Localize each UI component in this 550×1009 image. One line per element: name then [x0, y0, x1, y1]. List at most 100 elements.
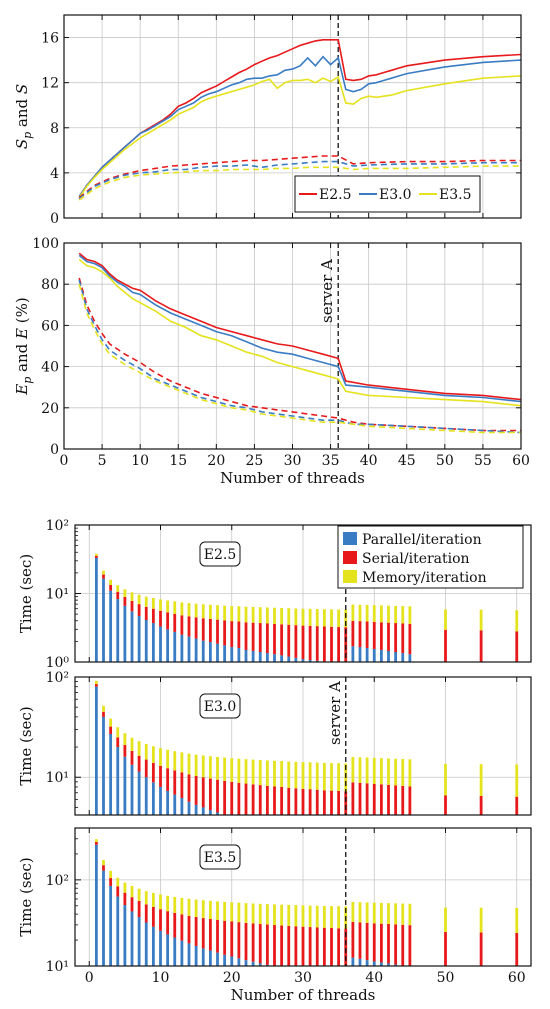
bar-chart-3-bar-segment	[173, 751, 177, 771]
bar-chart-2-bar-segment	[358, 604, 362, 622]
bar-chart-2-bar-segment	[151, 623, 155, 662]
bar-chart-3-bar-segment	[123, 744, 127, 757]
bar-chart-4-bar-segment	[159, 930, 162, 966]
bar-chart-4-bar-segment	[137, 917, 141, 966]
bar-chart-4-bar-segment	[258, 903, 262, 925]
bar-chart-3-bar-segment	[401, 785, 405, 815]
bar-chart-4-bar-segment	[173, 896, 177, 913]
bar-chart-2-bar-segment	[394, 623, 398, 652]
line-chart-0-legend-label: E3.5	[439, 187, 471, 203]
bar-chart-2-bar-segment	[194, 638, 198, 662]
bar-chart-3-bar-segment	[372, 757, 376, 784]
bar-chart-3-bar-segment	[123, 756, 127, 815]
bar-chart-2-bar-segment	[308, 608, 312, 626]
bar-chart-3-bar-segment	[116, 737, 120, 748]
bar-chart-2-bar-segment	[194, 603, 198, 618]
bar-chart-4-bar-segment	[201, 900, 205, 919]
bar-chart-2-bar-segment	[159, 599, 162, 611]
bar-chart-2-legend-swatch	[343, 551, 357, 564]
line-chart-1-xtick-label: 40	[360, 453, 378, 469]
bar-chart-4-bar-segment	[151, 926, 155, 966]
bar-chart-3-bar-segment	[344, 791, 348, 815]
bar-chart-3-bar-segment	[223, 757, 227, 781]
bar-chart-2-bar-segment	[280, 624, 284, 656]
bar-chart-4-bar-segment	[365, 902, 369, 923]
bar-chart-2-bar-segment	[322, 609, 326, 627]
bar-chart-2-bar-segment	[159, 626, 162, 662]
bar-chart-3-bar-segment	[365, 757, 369, 784]
bar-chart-3-bar-segment	[166, 768, 170, 791]
bar-chart-2-bar-segment	[144, 620, 148, 662]
bar-chart-3-bar-segment	[144, 743, 148, 760]
bar-chart-2-bar-segment	[208, 618, 212, 643]
bar-chart-4-ylabel: Time (sec)	[17, 857, 35, 936]
bar-chart-3-bar-segment	[387, 784, 390, 815]
bar-chart-2-bar-segment	[137, 594, 141, 605]
bar-chart-4-bar-segment	[223, 901, 227, 921]
bar-chart-4-bar-segment	[159, 909, 162, 931]
bar-chart-3-bar-segment	[151, 782, 155, 815]
bar-chart-4-bar-segment	[151, 906, 155, 927]
bar-chart-2-bar-segment	[322, 626, 326, 662]
bar-chart-2-bar-segment	[301, 608, 305, 626]
bar-chart-2-bar-segment	[394, 651, 398, 662]
bar-chart-2-bar-segment	[358, 647, 362, 662]
bar-chart-3-bar-segment	[137, 755, 141, 772]
bar-chart-4-bar-segment	[444, 932, 447, 966]
bar-chart-4-bar-segment	[515, 932, 519, 966]
bar-chart-4-bar-segment	[237, 958, 241, 966]
line-chart-0-ytick-label: 12	[41, 76, 59, 92]
bar-chart-3-bar-segment	[194, 804, 198, 815]
bar-chart-4-bar-segment	[394, 903, 398, 925]
bar-chart-4-xtick-label: 20	[223, 970, 241, 986]
bar-chart-3-frame	[74, 676, 532, 816]
bar-chart-2-bar-segment	[273, 607, 276, 624]
bar-chart-2-bar-segment	[287, 624, 291, 657]
bar-chart-4-bar-segment	[137, 900, 141, 918]
bar-chart-4-bar-segment	[372, 902, 376, 924]
line-chart-1-series	[78, 277, 521, 432]
bar-chart-2-bar-segment	[180, 634, 184, 662]
bar-chart-2-bar-segment	[166, 612, 170, 630]
bar-chart-4-bar-segment	[173, 912, 177, 938]
bar-chart-2-bar-segment	[159, 610, 162, 627]
bar-chart-4-xtick-label: 10	[152, 970, 170, 986]
bar-chart-4-bar-segment	[216, 919, 219, 953]
bar-chart-4-bar-segment	[94, 839, 98, 843]
bar-chart-2-bar-segment	[479, 609, 483, 631]
bar-chart-3-bar-segment	[109, 726, 113, 734]
bar-chart-2-bar-segment	[280, 607, 284, 625]
bar-chart-2-bar-segment	[315, 626, 319, 661]
bar-chart-2-bar-segment	[365, 648, 369, 662]
bar-chart-3-bar-segment	[187, 801, 191, 815]
bar-chart-4-bar-segment	[123, 892, 127, 906]
bar-chart-4-xlabel: Number of threads	[231, 986, 376, 1004]
bar-chart-2-bar-segment	[173, 613, 177, 632]
bar-chart-3-bar-segment	[116, 727, 120, 738]
line-chart-1-annotation: server A	[318, 259, 336, 323]
bar-chart-4-bar-segment	[94, 844, 98, 966]
bar-chart-3-bar-segment	[315, 789, 319, 815]
bar-chart-4-label: E3.5	[204, 850, 236, 866]
bar-chart-3-bar-segment	[94, 686, 98, 815]
bar-chart-2-bar-segment	[515, 631, 519, 662]
line-chart-1-xtick-label: 30	[284, 453, 302, 469]
bar-chart-3-bar-segment	[387, 758, 390, 785]
bar-chart-3-bar-segment	[187, 753, 191, 775]
line-chart-1-xtick-label: 60	[512, 453, 530, 469]
bar-chart-4-bar-segment	[287, 925, 291, 966]
bar-chart-2-bar-segment	[294, 625, 298, 658]
line-chart-1-xtick-label: 25	[246, 453, 264, 469]
bar-chart-3-annotation: server A	[326, 681, 344, 745]
bar-chart-3-bar-segment	[294, 788, 298, 815]
bar-chart-4-bar-segment	[337, 928, 341, 966]
bar-chart-4-bar-segment	[166, 911, 170, 935]
line-chart-1-ytick-label: 60	[41, 318, 59, 334]
bar-chart-2-bar-segment	[194, 617, 198, 639]
bar-chart-4-bar-segment	[244, 960, 248, 966]
bar-chart-3-bar-segment	[351, 757, 355, 783]
bar-chart-2-bar-segment	[379, 649, 383, 662]
bar-chart-2-bar-segment	[351, 620, 355, 647]
bar-chart-3-bar-segment	[244, 783, 248, 815]
